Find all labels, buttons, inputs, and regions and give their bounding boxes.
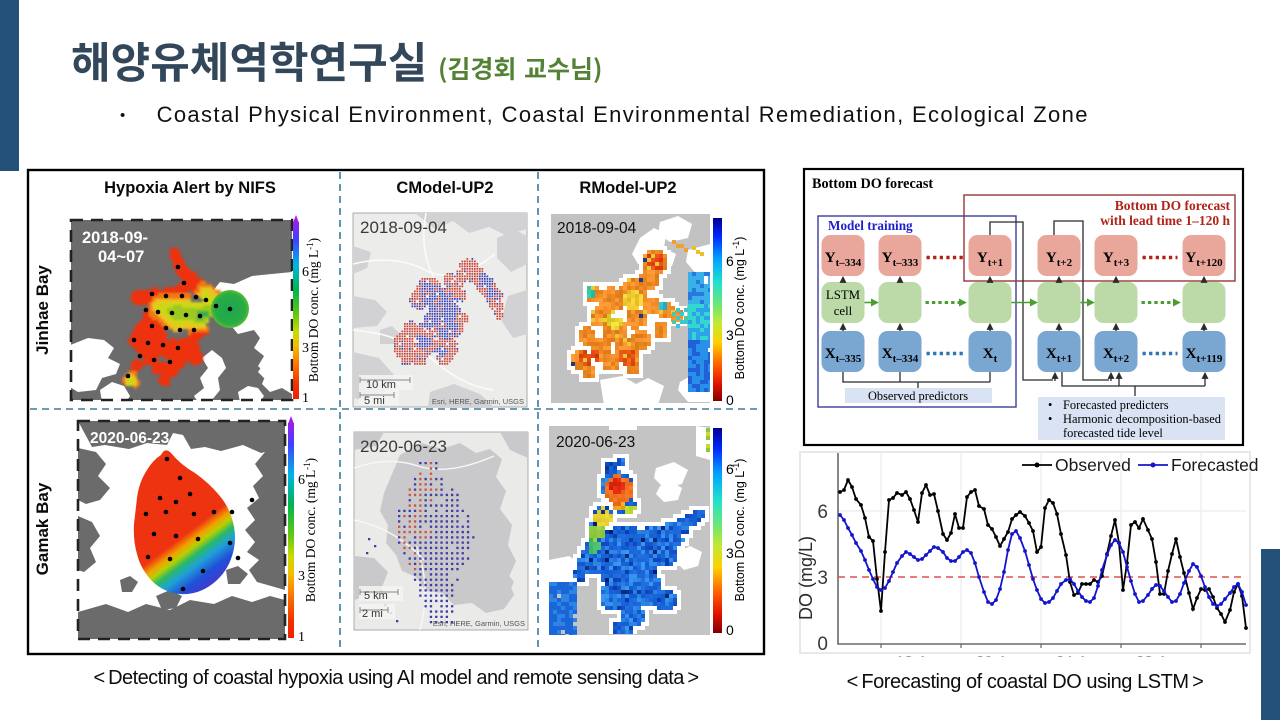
svg-text:5 km: 5 km <box>364 590 388 602</box>
svg-text:cell: cell <box>834 304 853 318</box>
svg-text:LSTM: LSTM <box>826 288 860 302</box>
svg-text:10 km: 10 km <box>366 379 396 391</box>
svg-text:Observed predictors: Observed predictors <box>868 389 968 403</box>
svg-text:6: 6 <box>298 473 305 488</box>
svg-text:Model training: Model training <box>828 218 913 233</box>
svg-text:3: 3 <box>817 568 828 589</box>
svg-text:Gamak Bay: Gamak Bay <box>33 482 52 575</box>
svg-text:3: 3 <box>726 545 734 561</box>
svg-text:0: 0 <box>726 392 734 408</box>
svg-text:6: 6 <box>726 253 734 269</box>
svg-text:3: 3 <box>302 341 309 356</box>
svg-text:Hypoxia Alert by NIFS: Hypoxia Alert by NIFS <box>104 179 276 197</box>
svg-text:Bottom DO conc. (mg L-1): Bottom DO conc. (mg L-1) <box>731 459 747 602</box>
svg-text:0: 0 <box>817 634 828 655</box>
svg-text:Bottom DO forecast: Bottom DO forecast <box>1115 198 1231 213</box>
svg-text:3: 3 <box>298 569 305 584</box>
svg-text:04~07: 04~07 <box>98 248 144 266</box>
svg-text:2020-06-23: 2020-06-23 <box>90 430 170 447</box>
svg-text:6: 6 <box>817 502 828 523</box>
svg-text:1: 1 <box>302 391 309 406</box>
svg-text:2 mi: 2 mi <box>362 608 383 620</box>
svg-text:Bottom DO forecast: Bottom DO forecast <box>812 176 933 192</box>
svg-text:5 mi: 5 mi <box>364 395 385 407</box>
svg-text:2018-09-: 2018-09- <box>82 229 148 247</box>
svg-text:Forecasted predicters: Forecasted predicters <box>1063 398 1169 412</box>
svg-text:Harmonic decomposition-based: Harmonic decomposition-based <box>1063 412 1222 426</box>
svg-text:0: 0 <box>726 622 734 638</box>
svg-text:6: 6 <box>726 461 734 477</box>
svg-text:Forecasted: Forecasted <box>1171 455 1259 475</box>
svg-text:20-Aug: 20-Aug <box>976 653 1024 670</box>
svg-text:2018-09-04: 2018-09-04 <box>360 218 447 237</box>
svg-text:RModel-UP2: RModel-UP2 <box>579 179 676 197</box>
svg-text:28-Aug: 28-Aug <box>1136 653 1184 670</box>
svg-text:1: 1 <box>298 630 305 645</box>
svg-text:Bottom DO conc. (mg L-1): Bottom DO conc. (mg L-1) <box>302 458 318 602</box>
svg-text:•: • <box>1048 398 1052 412</box>
svg-text:Esri, HERE, Garmin, USGS: Esri, HERE, Garmin, USGS <box>433 619 525 628</box>
svg-text:Bottom DO conc. (mg L-1): Bottom DO conc. (mg L-1) <box>731 237 747 380</box>
svg-text:2020-06-23: 2020-06-23 <box>360 437 447 456</box>
svg-text:6: 6 <box>302 265 309 280</box>
svg-text:Esri, HERE, Garmin, USGS: Esri, HERE, Garmin, USGS <box>432 397 524 406</box>
svg-text:•: • <box>1048 412 1052 426</box>
svg-text:3: 3 <box>726 327 734 343</box>
svg-text:Jinhae Bay: Jinhae Bay <box>33 265 52 355</box>
svg-text:18-Aug: 18-Aug <box>896 653 944 670</box>
svg-text:2020-06-23: 2020-06-23 <box>556 434 635 451</box>
svg-text:with lead time 1–120 h: with lead time 1–120 h <box>1100 213 1230 228</box>
svg-text:24-Aug: 24-Aug <box>1056 653 1104 670</box>
svg-text:Observed: Observed <box>1055 455 1131 475</box>
svg-text:DO (mg/L): DO (mg/L) <box>796 536 816 620</box>
svg-text:forecasted tide level: forecasted tide level <box>1063 426 1163 440</box>
svg-text:CModel-UP2: CModel-UP2 <box>396 179 493 197</box>
svg-text:Bottom DO conc. (mg L-1): Bottom DO conc. (mg L-1) <box>305 238 321 382</box>
svg-text:2018-09-04: 2018-09-04 <box>557 220 637 237</box>
